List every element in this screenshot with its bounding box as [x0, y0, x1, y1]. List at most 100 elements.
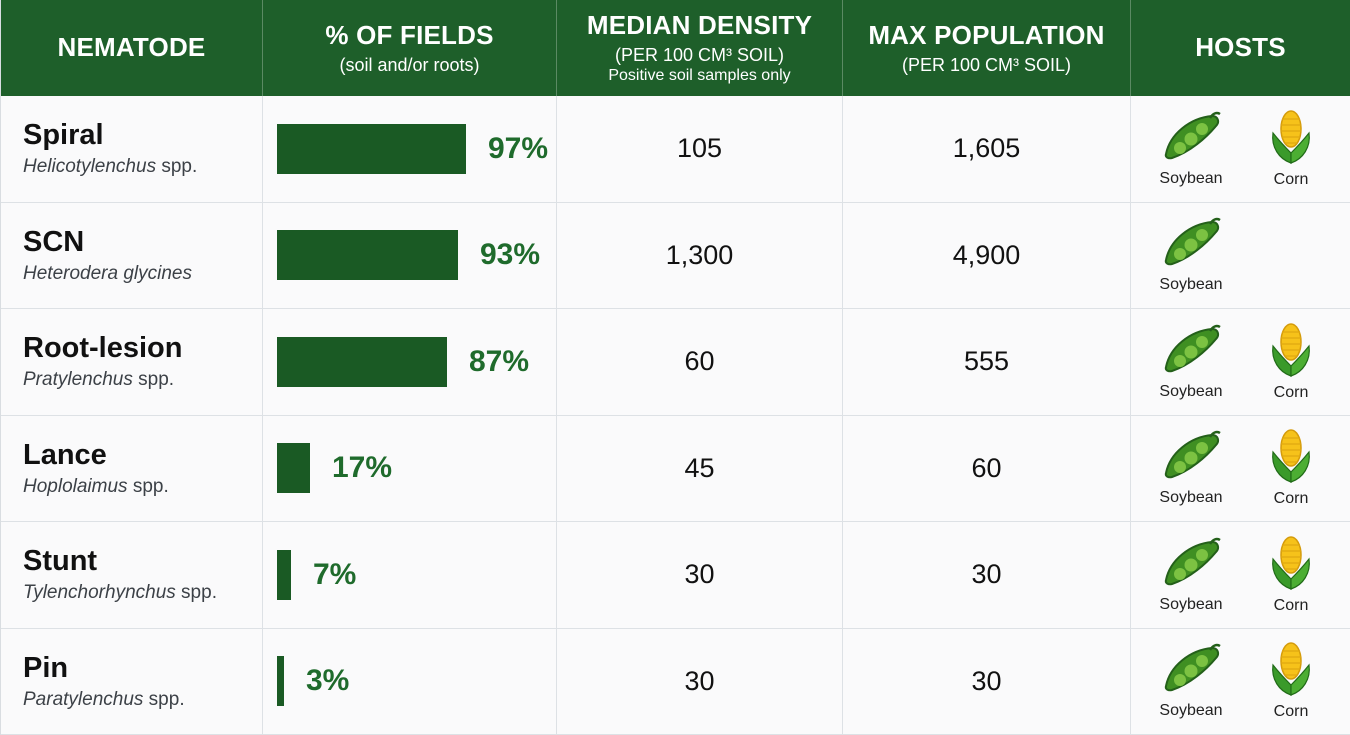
host-soybean-label: Soybean [1159, 489, 1223, 507]
nematode-common-name: Spiral [23, 119, 104, 152]
nematode-common-name: Lance [23, 438, 107, 471]
nematode-name-cell: SCN Heterodera glycines [1, 202, 263, 309]
percent-label: 87% [469, 344, 530, 378]
host-corn-label: Corn [1273, 383, 1309, 401]
scientific-genus: Tylenchorhynchus [23, 582, 176, 604]
header-hosts-title: HOSTS [1195, 32, 1286, 63]
header-median: MEDIAN DENSITY (PER 100 CM³ SOIL) Positi… [557, 0, 843, 96]
max-population-value: 1,605 [843, 96, 1131, 203]
header-max: MAX POPULATION (PER 100 CM³ SOIL) [843, 0, 1131, 96]
soybean-icon [1160, 642, 1222, 701]
nematode-name-cell: Lance Hoplolaimus spp. [1, 415, 263, 522]
host-corn-label: Corn [1273, 703, 1309, 721]
scientific-suffix: spp. [132, 369, 175, 391]
max-population-value: 4,900 [843, 202, 1131, 309]
nematode-common-name: Pin [23, 651, 69, 684]
scientific-suffix: spp. [143, 688, 185, 710]
host-corn: Corn [1255, 641, 1327, 721]
percent-label: 93% [480, 238, 541, 272]
nematode-scientific-name: Tylenchorhynchus spp. [23, 582, 217, 604]
header-nematode: NEMATODE [1, 0, 263, 96]
percent-label: 97% [488, 131, 549, 165]
median-density-value: 105 [557, 96, 843, 203]
median-density-value: 1,300 [557, 202, 843, 309]
scientific-genus: Helicotylenchus [23, 156, 157, 178]
soybean-icon [1160, 110, 1222, 169]
nematode-scientific-name: Pratylenchus spp. [23, 369, 174, 391]
host-soybean-label: Soybean [1159, 595, 1223, 613]
host-soybean: Soybean [1155, 642, 1227, 720]
host-corn: Corn [1255, 109, 1327, 189]
nematode-name-cell: Spiral Helicotylenchus spp. [1, 96, 263, 203]
max-population-value: 60 [843, 415, 1131, 522]
scientific-genus: Paratylenchus [23, 688, 144, 710]
header-max-title: MAX POPULATION [868, 19, 1105, 50]
corn-icon [1267, 535, 1315, 596]
host-soybean-label: Soybean [1159, 702, 1223, 720]
host-soybean: Soybean [1155, 536, 1227, 614]
median-density-value: 30 [557, 522, 843, 629]
host-corn-label: Corn [1273, 490, 1309, 508]
nematode-scientific-name: Helicotylenchus spp. [23, 156, 197, 178]
hosts-cell: Soybean Corn [1131, 522, 1350, 629]
host-corn: Corn [1255, 322, 1327, 402]
hosts-cell: Soybean Corn [1131, 309, 1350, 416]
header-max-unit: (PER 100 CM³ SOIL) [901, 54, 1072, 75]
nematode-scientific-name: Heterodera glycines [23, 263, 192, 285]
soybean-icon [1160, 536, 1222, 595]
max-population-value: 30 [843, 522, 1131, 629]
nematode-name-cell: Stunt Tylenchorhynchus spp. [1, 522, 263, 629]
max-population-value: 30 [843, 628, 1131, 735]
host-soybean-label: Soybean [1159, 169, 1223, 187]
scientific-genus: Hoplolaimus [23, 475, 128, 497]
nematode-name-cell: Pin Paratylenchus spp. [1, 628, 263, 735]
scientific-genus: Pratylenchus [23, 369, 133, 391]
nematode-scientific-name: Hoplolaimus spp. [23, 476, 169, 498]
percent-label: 7% [313, 557, 357, 591]
header-hosts: HOSTS [1131, 0, 1350, 96]
percent-bar-cell: 17% [263, 415, 557, 522]
percent-bar-cell: 87% [263, 309, 557, 416]
percent-label: 17% [332, 451, 393, 485]
scientific-genus: Heterodera glycines [23, 262, 192, 284]
median-density-value: 60 [557, 309, 843, 416]
hosts-cell: Soybean [1131, 202, 1350, 309]
host-corn: Corn [1255, 535, 1327, 615]
host-soybean-label: Soybean [1159, 276, 1223, 294]
soybean-icon [1160, 429, 1222, 488]
scientific-suffix: spp. [127, 475, 169, 497]
percent-bar-cell: 7% [263, 522, 557, 629]
nematode-name-cell: Root-lesion Pratylenchus spp. [1, 309, 263, 416]
host-soybean-label: Soybean [1159, 382, 1223, 400]
hosts-cell: Soybean Corn [1131, 415, 1350, 522]
percent-bar [277, 549, 291, 600]
corn-icon [1267, 641, 1315, 702]
scientific-suffix: spp. [175, 582, 217, 604]
scientific-suffix: spp. [156, 156, 198, 178]
header-median-title: MEDIAN DENSITY [586, 10, 813, 41]
header-fields-subtitle: (soil and/or roots) [339, 54, 480, 75]
max-population-value: 555 [843, 309, 1131, 416]
nematode-common-name: Root-lesion [23, 332, 183, 365]
host-soybean: Soybean [1155, 323, 1227, 401]
host-soybean: Soybean [1155, 429, 1227, 507]
host-soybean: Soybean [1155, 110, 1227, 188]
header-fields-title: % OF FIELDS [325, 19, 494, 50]
nematode-scientific-name: Paratylenchus spp. [23, 689, 185, 711]
corn-icon [1267, 428, 1315, 489]
median-density-value: 45 [557, 415, 843, 522]
header-median-note: Positive soil samples only [608, 66, 791, 84]
percent-bar [277, 443, 310, 494]
header-fields: % OF FIELDS (soil and/or roots) [263, 0, 557, 96]
percent-bar-cell: 97% [263, 96, 557, 203]
header-nematode-title: NEMATODE [57, 32, 206, 63]
nematode-common-name: Stunt [23, 545, 98, 578]
percent-label: 3% [306, 664, 350, 698]
soybean-icon [1160, 216, 1222, 275]
corn-icon [1267, 109, 1315, 170]
percent-bar [277, 336, 447, 387]
header-median-unit: (PER 100 CM³ SOIL) [614, 44, 785, 65]
hosts-cell: Soybean Corn [1131, 628, 1350, 735]
percent-bar-cell: 3% [263, 628, 557, 735]
